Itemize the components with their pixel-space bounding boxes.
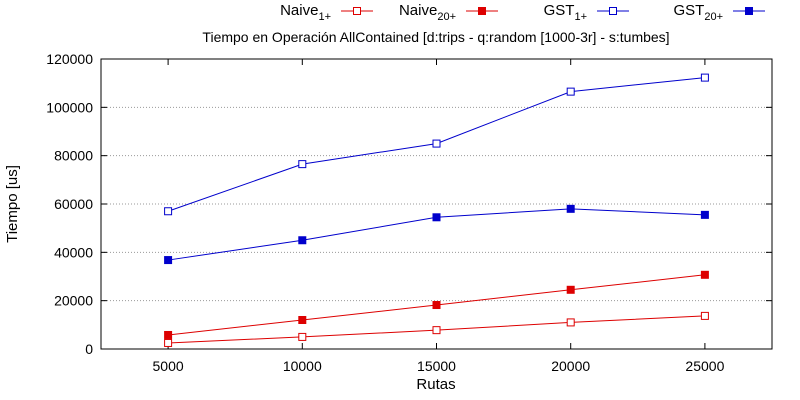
y-tick-label: 0 bbox=[85, 341, 93, 357]
series-group bbox=[164, 73, 709, 347]
data-point bbox=[745, 7, 753, 15]
data-point bbox=[700, 311, 709, 320]
series-gst-1plus bbox=[164, 73, 709, 216]
series-gst-20plus bbox=[164, 204, 709, 265]
x-tick-label: 20000 bbox=[551, 358, 590, 374]
y-tick-label: 20000 bbox=[54, 293, 93, 309]
legend-label: GST1+ bbox=[544, 2, 587, 23]
data-point bbox=[566, 204, 575, 213]
data-point bbox=[298, 316, 307, 324]
y-axis-label: Tiempo [us] bbox=[4, 165, 21, 243]
data-point bbox=[432, 139, 441, 148]
data-point bbox=[700, 270, 709, 279]
data-point bbox=[566, 318, 575, 327]
data-point bbox=[609, 7, 617, 15]
legend-label: GST20+ bbox=[673, 2, 723, 23]
data-point bbox=[164, 256, 173, 265]
y-tick-label: 80000 bbox=[54, 148, 93, 164]
y-axis: 0 20000 40000 60000 80000 100000 120000 bbox=[46, 51, 772, 357]
legend-label: Naive1+ bbox=[280, 2, 331, 23]
legend: Naive1+ Naive20+ GST1+ GST20+ bbox=[280, 2, 765, 23]
legend-entry: GST20+ bbox=[673, 2, 765, 23]
data-point bbox=[353, 7, 361, 15]
data-point bbox=[164, 338, 173, 347]
data-point bbox=[164, 207, 173, 216]
data-point bbox=[298, 236, 307, 245]
x-axis-label: Rutas bbox=[416, 376, 455, 393]
data-point bbox=[478, 7, 486, 15]
y-tick-label: 120000 bbox=[46, 51, 93, 67]
x-tick-label: 25000 bbox=[685, 358, 724, 374]
data-point bbox=[432, 326, 441, 335]
data-point bbox=[566, 87, 575, 96]
data-point bbox=[566, 285, 575, 294]
series-naive-20plus bbox=[164, 270, 709, 339]
x-tick-label: 15000 bbox=[417, 358, 456, 374]
gridlines bbox=[101, 106, 772, 302]
data-point bbox=[700, 73, 709, 82]
y-tick-label: 40000 bbox=[54, 244, 93, 260]
data-point bbox=[164, 330, 173, 339]
data-point bbox=[432, 213, 441, 222]
data-point bbox=[432, 301, 441, 310]
x-axis: 5000 10000 15000 20000 25000 bbox=[153, 59, 725, 374]
legend-entry: Naive20+ bbox=[399, 2, 498, 23]
legend-entry: GST1+ bbox=[544, 2, 629, 23]
legend-entry: Naive1+ bbox=[280, 2, 373, 23]
y-tick-label: 60000 bbox=[54, 196, 93, 212]
x-tick-label: 10000 bbox=[283, 358, 322, 374]
data-point bbox=[700, 210, 709, 219]
data-point bbox=[298, 332, 307, 341]
chart-title: Tiempo en Operación AllContained [d:trip… bbox=[202, 29, 669, 45]
data-point bbox=[298, 160, 307, 169]
legend-label: Naive20+ bbox=[399, 2, 456, 23]
series-naive-1plus bbox=[164, 311, 709, 347]
x-tick-label: 5000 bbox=[153, 358, 184, 374]
y-tick-label: 100000 bbox=[46, 99, 93, 115]
